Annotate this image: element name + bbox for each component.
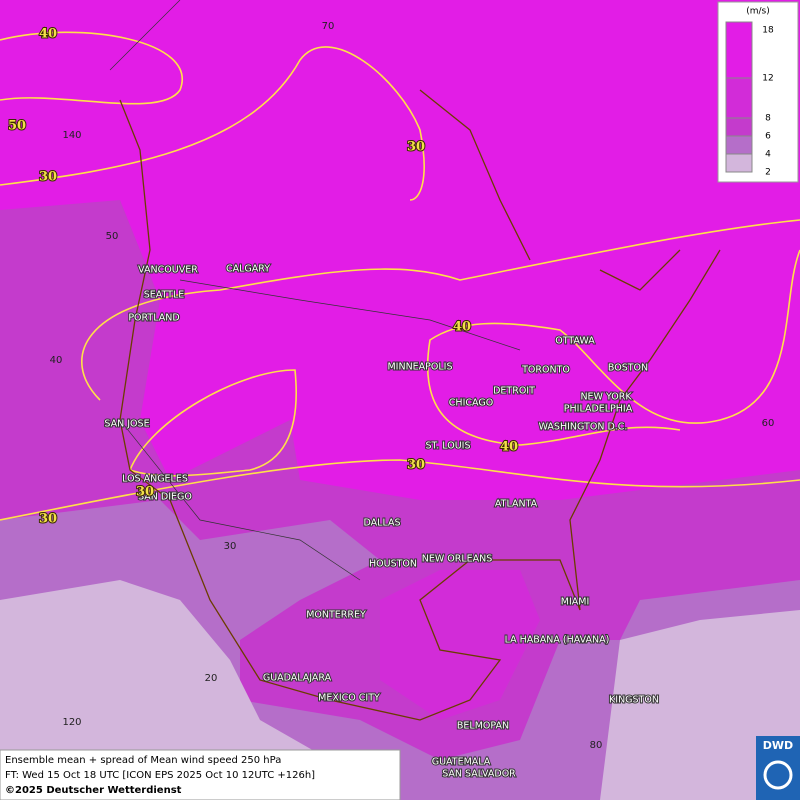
city-label: DETROIT: [493, 386, 535, 397]
contour-label: 40: [500, 440, 518, 455]
city-label: MIAMI: [561, 597, 590, 608]
logo: DWD: [756, 736, 800, 800]
contour-label: 50: [8, 119, 26, 134]
legend-tick-label: 4: [765, 150, 771, 160]
city-label: SAN SALVADOR: [442, 769, 516, 780]
graticule-label: 80: [590, 740, 603, 751]
city-label: VANCOUVER: [138, 265, 198, 276]
graticule-label: 20: [205, 673, 218, 684]
city-label: MONTERREY: [306, 610, 366, 621]
labels: VANCOUVER CALGARY SEATTLE PORTLAND SAN JOSE L…: [7, 21, 775, 781]
city-label: TORONTO: [521, 365, 570, 376]
contour-label: 30: [407, 458, 425, 473]
contour-label: 30: [39, 512, 57, 527]
caption-line: Ensemble mean + spread of Mean wind spee…: [5, 755, 281, 766]
city-label: WASHINGTON D.C.: [539, 422, 628, 433]
spread-zone: [380, 570, 540, 720]
borders: [109, 0, 521, 581]
city-label: PORTLAND: [128, 313, 179, 324]
city-label: LA HABANA (HAVANA): [505, 635, 610, 646]
legend-tick-label: 18: [762, 26, 774, 36]
legend-tick-label: 12: [762, 74, 773, 84]
city-label: NEW YORK: [580, 392, 632, 403]
spread-zone: [0, 580, 800, 800]
contours: [0, 31, 800, 521]
city-label: BOSTON: [608, 363, 648, 374]
graticule-label: 120: [62, 717, 81, 728]
coastline: [119, 89, 721, 721]
legend-swatch: [725, 135, 753, 155]
graticule-label: 30: [224, 541, 237, 552]
contour-label: 40: [453, 320, 471, 335]
legend-tick-label: 8: [765, 114, 771, 124]
contour-label: 30: [136, 485, 154, 500]
city-label: CALGARY: [226, 264, 270, 275]
city-label: OTTAWA: [555, 336, 595, 347]
city-label: HOUSTON: [369, 559, 417, 570]
contour-label: 30: [39, 170, 57, 185]
legend-swatch: [725, 117, 753, 137]
graticule-label: 70: [322, 21, 335, 32]
city-label: SAN JOSE: [104, 419, 149, 430]
city-label: GUADALAJARA: [263, 673, 332, 684]
caption-line: FT: Wed 15 Oct 18 UTC [ICON EPS 2025 Oct…: [5, 770, 315, 781]
city-label: BELMOPAN: [457, 721, 509, 732]
city-label: KINGSTON: [609, 695, 659, 706]
legend-swatch: [725, 153, 753, 173]
graticule-label: 50: [106, 231, 119, 242]
legend-tick-label: 6: [765, 132, 771, 142]
city-label: ST. LOUIS: [426, 441, 471, 452]
city-label: SEATTLE: [144, 290, 185, 301]
graticule-label: 40: [50, 355, 63, 366]
legend-swatch: [725, 77, 753, 119]
caption-line: ©2025 Deutscher Wetterdienst: [5, 785, 182, 796]
city-label: MEXICO CITY: [318, 693, 380, 704]
legend-unit: (m/s): [746, 7, 770, 17]
legend: (m/s) 18 12 8 6 4 2: [717, 1, 799, 183]
city-label: ATLANTA: [495, 499, 538, 510]
city-label: CHICAGO: [449, 398, 493, 409]
contour-label: 30: [407, 140, 425, 155]
caption: Ensemble mean + spread of Mean wind spee…: [0, 749, 401, 800]
city-label: DALLAS: [364, 518, 401, 529]
caption-box: [0, 749, 401, 800]
graticule-label: 140: [62, 130, 81, 141]
city-label: PHILADELPHIA: [564, 404, 633, 415]
logo-icon: [763, 760, 793, 790]
city-label: MINNEAPOLIS: [387, 362, 452, 373]
logo-text: DWD: [763, 739, 793, 752]
legend-tick-label: 2: [765, 168, 771, 178]
city-label: LOS ANGELES: [122, 474, 188, 485]
legend-swatch: [725, 21, 753, 79]
city-label: SAN DIEGO: [138, 492, 192, 503]
city-label: GUATEMALA: [432, 757, 491, 768]
graticule-label: 60: [762, 418, 775, 429]
contour-label: 40: [39, 27, 57, 42]
city-label: NEW ORLEANS: [422, 554, 493, 565]
